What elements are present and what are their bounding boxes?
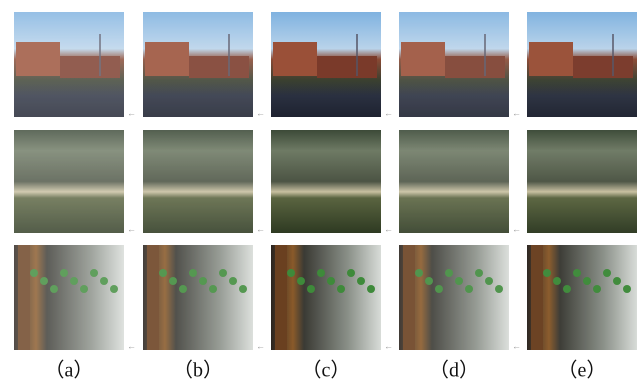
haze (527, 12, 637, 117)
building (273, 42, 317, 76)
arrow: ← (384, 341, 393, 351)
building (317, 56, 377, 78)
haze (527, 130, 637, 233)
arrow: ← (512, 341, 521, 351)
leaf (357, 277, 365, 285)
haze (143, 12, 253, 117)
panel-label: （b） (173, 359, 223, 382)
leaf (347, 269, 355, 277)
leaf (317, 269, 325, 277)
arrow: ← (256, 341, 265, 351)
arrow: ← (512, 224, 521, 234)
panel-label: （e） (558, 359, 607, 382)
arrow: ← (512, 108, 521, 118)
beam (275, 245, 287, 350)
arrow: ← (256, 224, 265, 234)
image-panel (271, 245, 381, 350)
haze (527, 245, 637, 350)
arrow: ← (127, 224, 136, 234)
haze (14, 130, 124, 233)
haze (399, 245, 509, 350)
panel-label: （d） (429, 359, 479, 382)
figure: ← ← ← ← ← ← ← ← ← ← ← ← （a） （b） （c） （d） （e） (0, 0, 644, 383)
leaf (307, 285, 315, 293)
arrow: ← (256, 108, 265, 118)
panel-label: （a） (45, 359, 94, 382)
haze (399, 130, 509, 233)
haze (14, 245, 124, 350)
leaf (337, 285, 345, 293)
haze (143, 130, 253, 233)
image-panel (271, 130, 381, 233)
arrow: ← (384, 108, 393, 118)
leaf (327, 277, 335, 285)
panel-label: （c） (302, 359, 351, 382)
arrow: ← (127, 341, 136, 351)
leaf (297, 277, 305, 285)
leaf (287, 269, 295, 277)
haze (143, 245, 253, 350)
arrow: ← (127, 108, 136, 118)
haze (399, 12, 509, 117)
haze (14, 12, 124, 117)
arrow: ← (384, 224, 393, 234)
leaf (367, 285, 375, 293)
